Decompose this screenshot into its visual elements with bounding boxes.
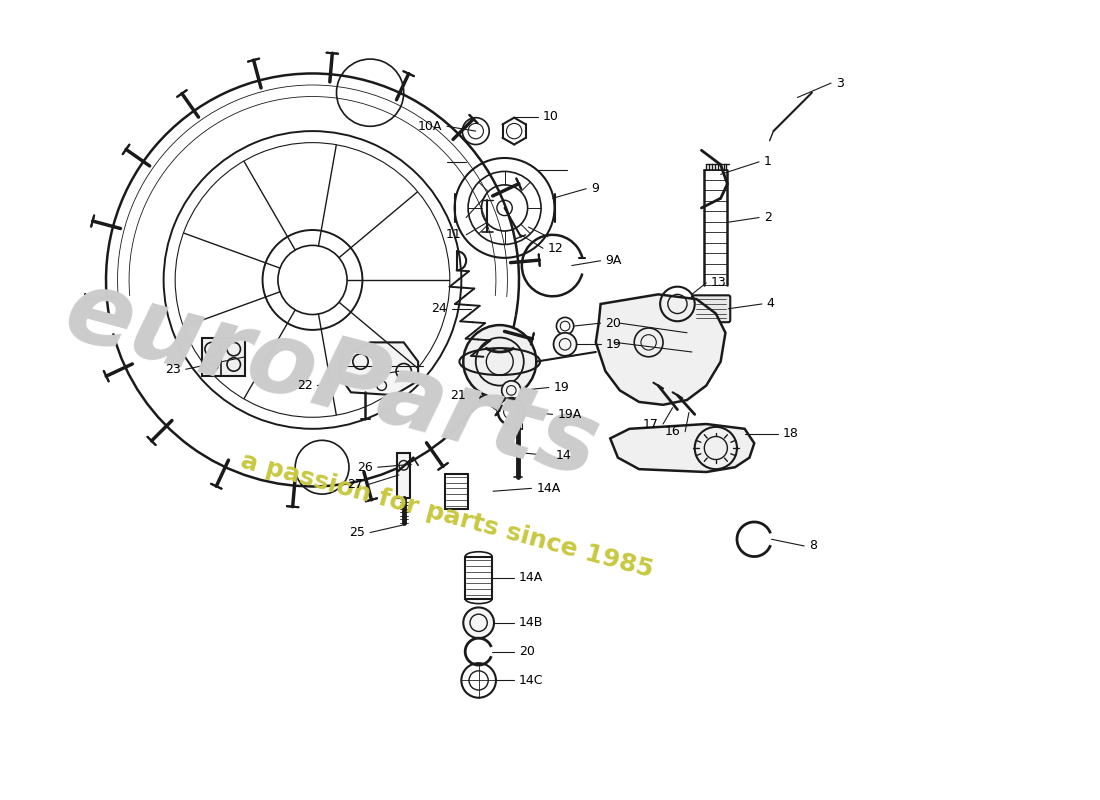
Text: 2: 2 bbox=[763, 211, 772, 224]
Text: 25: 25 bbox=[350, 526, 365, 539]
FancyBboxPatch shape bbox=[692, 295, 730, 322]
Text: 14A: 14A bbox=[537, 482, 561, 495]
Polygon shape bbox=[397, 453, 410, 498]
Text: 14A: 14A bbox=[519, 571, 543, 584]
Polygon shape bbox=[340, 342, 418, 395]
Text: 10: 10 bbox=[543, 110, 559, 123]
Text: 14C: 14C bbox=[519, 674, 543, 687]
Circle shape bbox=[463, 607, 494, 638]
Circle shape bbox=[463, 325, 537, 398]
Text: 26: 26 bbox=[358, 461, 373, 474]
Text: 18: 18 bbox=[783, 427, 799, 440]
Circle shape bbox=[502, 381, 521, 400]
Text: 14: 14 bbox=[556, 450, 571, 462]
Text: 21: 21 bbox=[450, 389, 466, 402]
Polygon shape bbox=[610, 424, 755, 472]
Text: 17: 17 bbox=[642, 418, 658, 430]
Text: 20: 20 bbox=[519, 645, 535, 658]
Polygon shape bbox=[202, 338, 245, 376]
Text: 13: 13 bbox=[711, 276, 727, 290]
Text: 19A: 19A bbox=[558, 408, 582, 421]
Text: 11: 11 bbox=[446, 228, 461, 242]
Text: 24: 24 bbox=[431, 302, 447, 315]
Text: 10A: 10A bbox=[418, 120, 442, 133]
Text: 22: 22 bbox=[297, 379, 312, 392]
Text: 9A: 9A bbox=[605, 254, 621, 267]
Text: 14B: 14B bbox=[519, 616, 543, 630]
Text: 27: 27 bbox=[348, 478, 363, 491]
Text: 9: 9 bbox=[591, 182, 598, 195]
Text: euroParts: euroParts bbox=[54, 263, 609, 498]
Text: 3: 3 bbox=[836, 77, 844, 90]
Text: 23: 23 bbox=[165, 362, 180, 376]
Circle shape bbox=[553, 333, 576, 356]
Text: 1: 1 bbox=[763, 155, 772, 168]
Text: 19: 19 bbox=[553, 381, 570, 394]
Text: 8: 8 bbox=[808, 539, 817, 553]
Text: 19: 19 bbox=[605, 338, 621, 350]
Text: 20: 20 bbox=[605, 317, 621, 330]
Polygon shape bbox=[596, 294, 726, 405]
Text: 16: 16 bbox=[664, 425, 680, 438]
Text: 4: 4 bbox=[767, 298, 774, 310]
Text: a passion for parts since 1985: a passion for parts since 1985 bbox=[238, 449, 656, 582]
Text: 12: 12 bbox=[548, 242, 563, 254]
